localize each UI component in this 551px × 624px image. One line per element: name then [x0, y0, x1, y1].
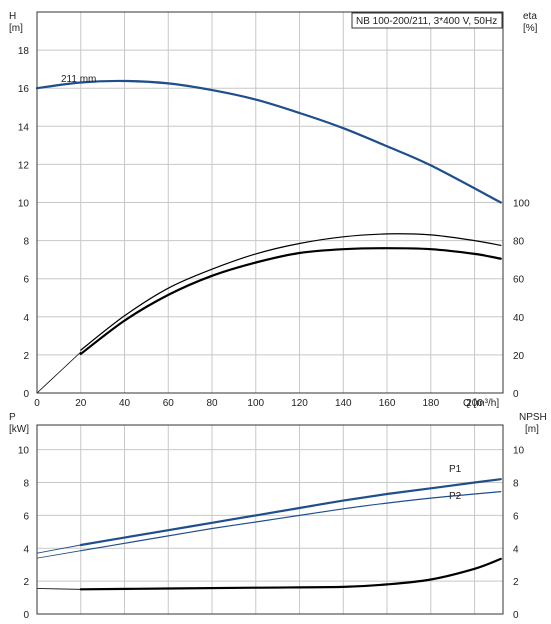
power-plot-frame — [36, 424, 504, 615]
head-tick-label: 4 — [23, 313, 29, 324]
power-tick-label: 4 — [23, 544, 29, 555]
head-axis-label: H — [9, 11, 16, 22]
npsh-tick-label: 0 — [513, 610, 519, 621]
flow-tick-label: 180 — [422, 398, 439, 409]
eta-tick-label: 60 — [513, 275, 525, 286]
flow-tick-label: 160 — [379, 398, 396, 409]
flow-tick-label: 200 — [466, 398, 483, 409]
power-tick-label: 2 — [23, 577, 29, 588]
head-series-group — [35, 79, 502, 394]
p2-series-label: P2 — [449, 491, 462, 502]
power-npsh-chart: 0 2 4 6 8 10 0 2 4 6 8 10 P [kW] NPSH [m] P1 P2 — [9, 412, 547, 621]
head-tick-label: 12 — [18, 160, 30, 171]
head-tick-label: 14 — [18, 122, 30, 133]
head-plot-frame — [36, 11, 504, 394]
npsh-tick-label: 2 — [513, 577, 519, 588]
head-efficiency-chart: 0 20 40 60 80 100 120 140 160 180 200 024681012141… — [9, 11, 538, 409]
eta-extension-curve — [36, 351, 82, 394]
p1-series-label: P1 — [449, 464, 462, 475]
p1-extension-curve — [36, 544, 82, 554]
pump-title-box — [351, 12, 503, 29]
flow-axis-label: Q [m³/h] — [463, 398, 499, 409]
npsh-tick-label: 4 — [513, 544, 519, 555]
npsh-tick-label: 8 — [513, 479, 519, 490]
power-grid — [37, 425, 503, 614]
npsh-axis-label: NPSH — [519, 412, 547, 423]
power-tick-label: 6 — [23, 511, 29, 522]
eta-axis-unit: [%] — [523, 23, 538, 34]
impeller-diameter-label: 211 mm — [61, 74, 96, 85]
head-grid — [37, 12, 503, 393]
power-tick-label: 10 — [18, 446, 30, 457]
npsh-curve — [79, 557, 502, 591]
head-tick-label: 0 — [23, 389, 29, 400]
power-bold-curve — [79, 478, 502, 547]
flow-tick-label: 100 — [247, 398, 264, 409]
power-tick-label: 0 — [23, 610, 29, 621]
flow-tick-label: 60 — [163, 398, 175, 409]
npsh-tick-label: 6 — [513, 511, 519, 522]
power-thin-curve — [80, 491, 502, 552]
eta-tick-label: 0 — [513, 389, 519, 400]
head-tick-label: 18 — [18, 46, 30, 57]
head-x-tick-labels: 0 20 40 60 80 100 120 140 160 180 200 — [34, 398, 483, 409]
power-series-group — [36, 478, 502, 591]
eta-tick-label: 20 — [513, 351, 525, 362]
npsh-axis-unit: [m] — [525, 424, 539, 435]
eta-tick-labels: 0 20 40 60 80 100 — [513, 199, 530, 401]
head-tick-label: 6 — [23, 275, 29, 286]
flow-tick-label: 80 — [206, 398, 218, 409]
flow-tick-label: 140 — [335, 398, 352, 409]
npsh-extension-curve — [36, 588, 82, 590]
power-tick-label: 8 — [23, 479, 29, 490]
eta-lower-curve — [79, 247, 502, 355]
power-y-tick-labels: 0 2 4 6 8 10 — [18, 446, 30, 621]
pump-title: NB 100-200/211, 3*400 V, 50Hz — [356, 16, 497, 27]
eta-tick-label: 40 — [513, 313, 525, 324]
head-curve — [35, 79, 502, 204]
head-extension-curve — [36, 82, 82, 89]
npsh-tick-labels: 0 2 4 6 8 10 — [513, 446, 525, 621]
power-axis-unit: [kW] — [9, 424, 29, 435]
eta-tick-label: 80 — [513, 237, 525, 248]
power-axis-label: P — [9, 412, 16, 423]
flow-tick-label: 40 — [119, 398, 131, 409]
head-tick-label: 16 — [18, 84, 30, 95]
p2-extension-curve — [36, 550, 82, 559]
eta-tick-label: 100 — [513, 199, 530, 210]
head-tick-label: 8 — [23, 237, 29, 248]
head-axis-unit: [m] — [9, 23, 23, 34]
head-y-tick-labels: 0 2 4 6 8 10 12 14 16 18 — [18, 46, 30, 400]
flow-tick-label: 120 — [291, 398, 308, 409]
flow-tick-label: 0 — [34, 398, 40, 409]
npsh-tick-label: 10 — [513, 446, 525, 457]
head-tick-label: 10 — [18, 199, 30, 210]
eta-upper-curve — [80, 233, 502, 351]
head-tick-label: 2 — [23, 351, 29, 362]
flow-tick-label: 20 — [75, 398, 87, 409]
eta-axis-label: eta — [523, 11, 537, 22]
